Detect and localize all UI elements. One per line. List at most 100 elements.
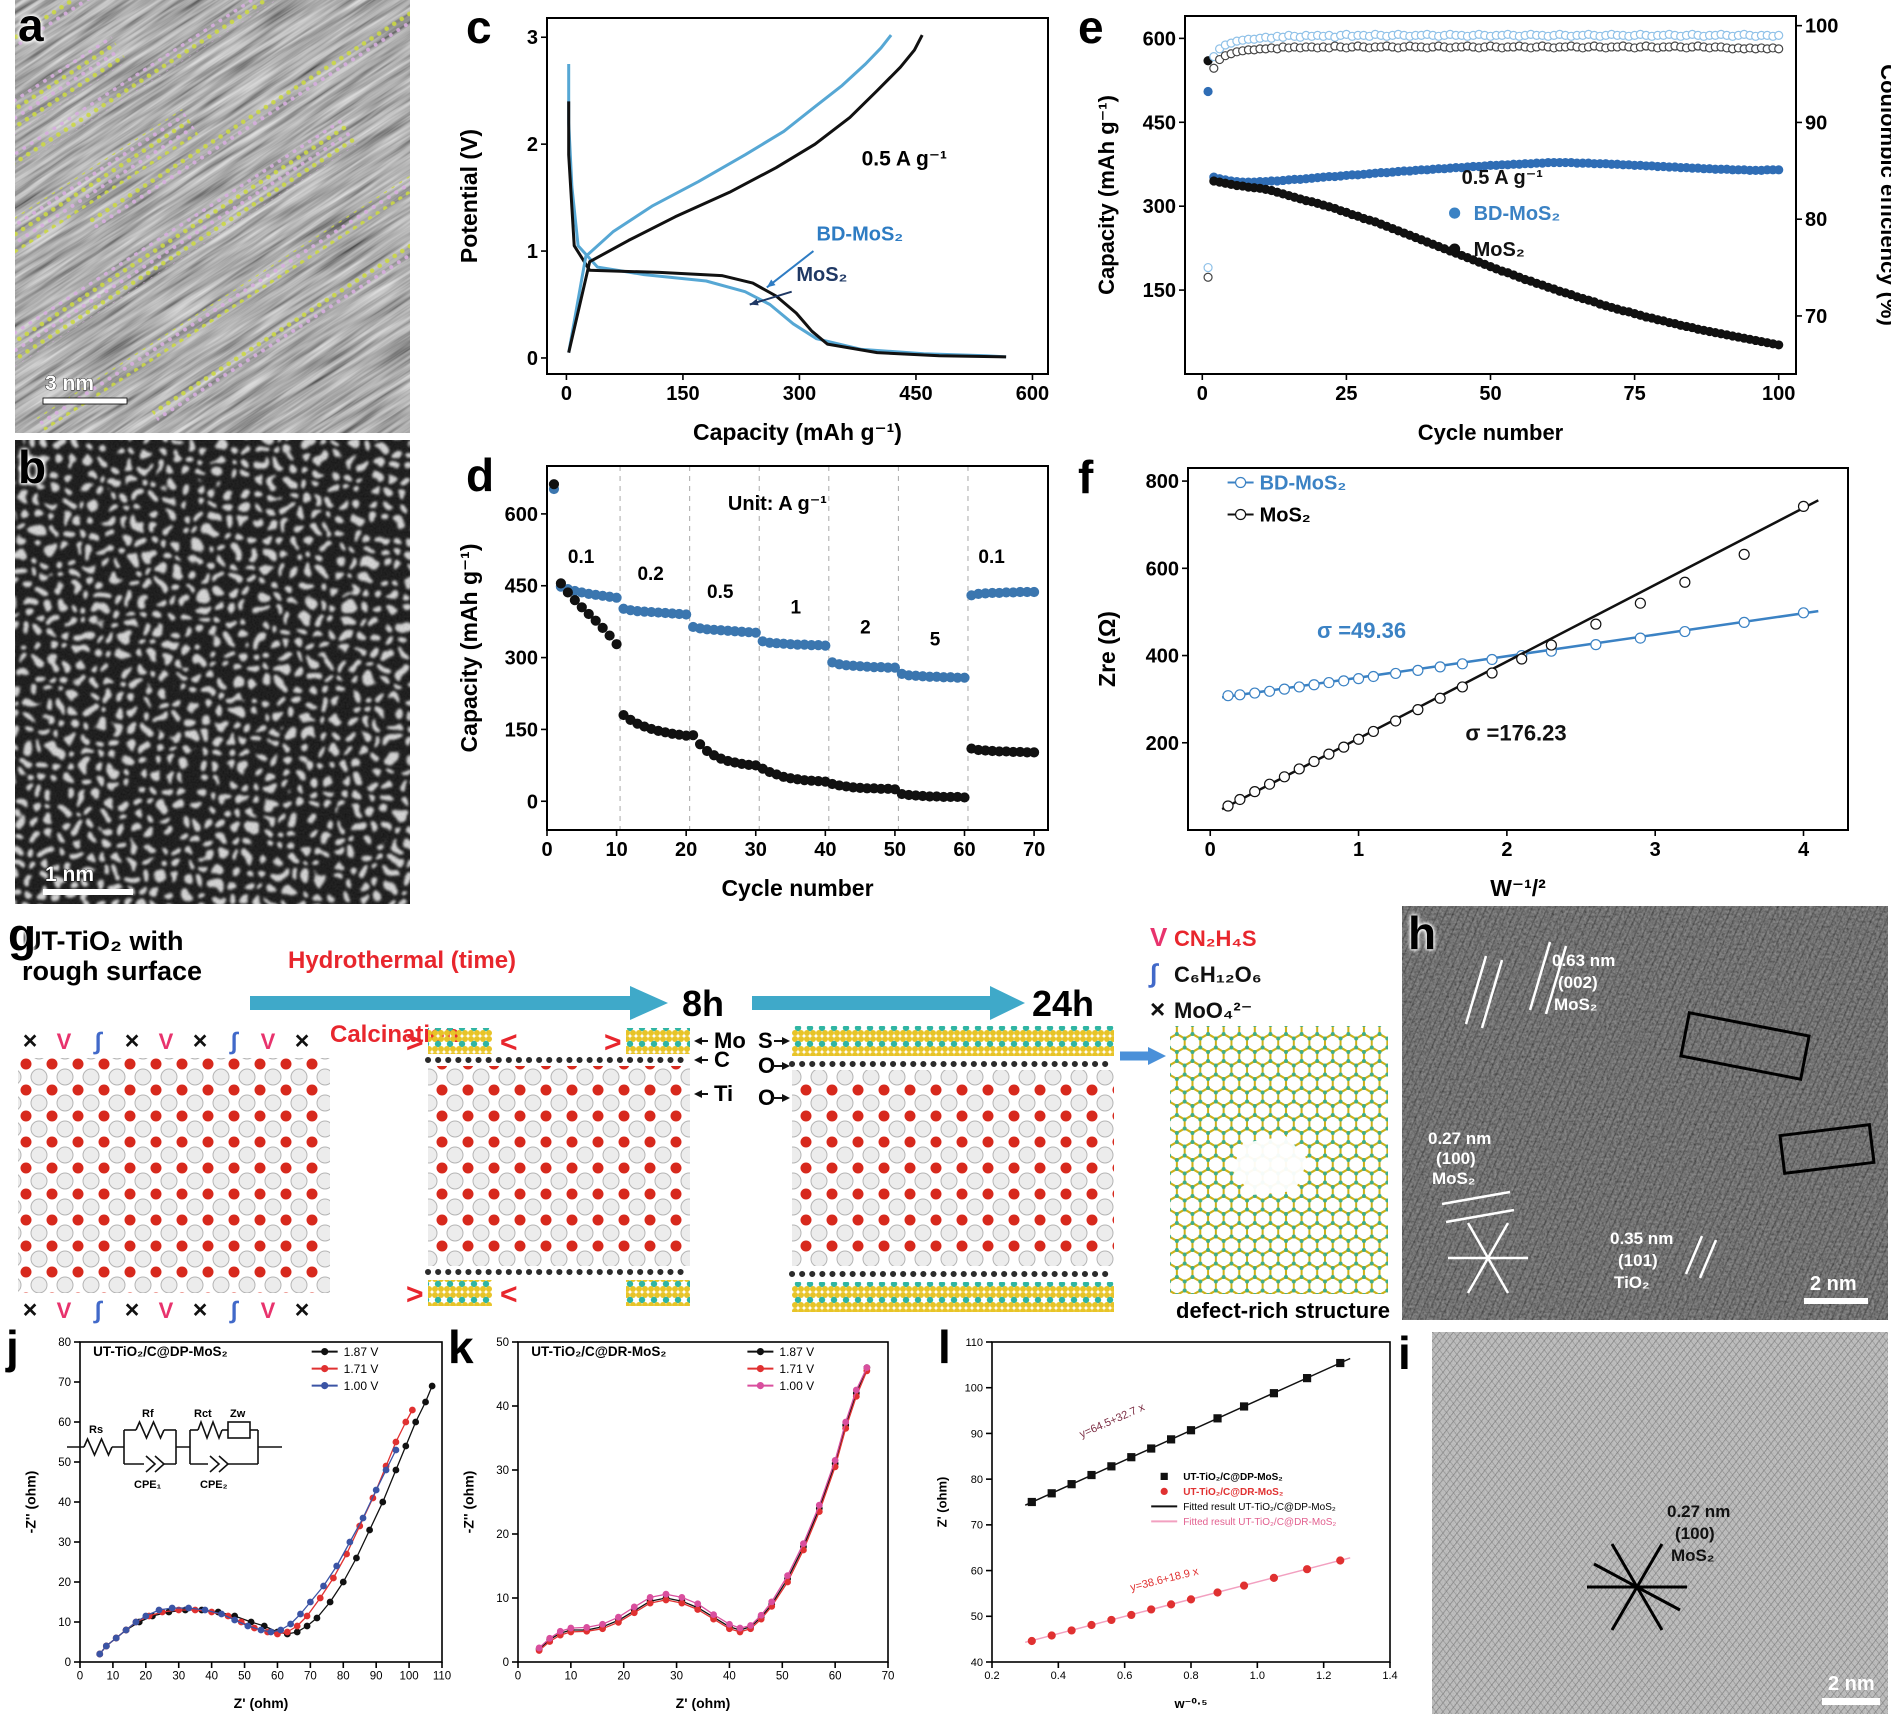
tio2-slab-1 xyxy=(18,1058,330,1293)
svg-text:40: 40 xyxy=(205,1671,218,1683)
panel-k-chart: 0 10 20 30 40 50 60 70 0 10 20 30 40 50 Z' (ohm) -Z'' (… xyxy=(460,1330,902,1716)
svg-text:90: 90 xyxy=(1805,112,1827,134)
svg-text:0: 0 xyxy=(515,1671,521,1683)
chart-svg: 0 10 20 30 40 50 60 70 80 90 100 110 0 10 20 30 40 50 60 70… xyxy=(22,1337,451,1711)
svg-text:60: 60 xyxy=(271,1671,284,1683)
svg-text:70: 70 xyxy=(1805,306,1827,328)
svg-text:×: × xyxy=(23,1027,38,1055)
panel-d-chart: 0 10 20 30 40 50 60 70 0 150 300 450 600 Cycle number… xyxy=(455,452,1070,904)
svg-text:60: 60 xyxy=(971,1565,983,1577)
svg-text:60: 60 xyxy=(953,839,975,861)
svg-text:Capacity (mAh g⁻¹): Capacity (mAh g⁻¹) xyxy=(1094,95,1119,295)
second-step-arrow-icon xyxy=(752,986,1025,1020)
svg-text:10: 10 xyxy=(58,1617,71,1629)
panel-label-l: l xyxy=(938,1321,951,1373)
mos2-patch xyxy=(626,1280,690,1306)
circuit-rs-label: Rs xyxy=(89,1424,103,1436)
circuit-rf-label: Rf xyxy=(142,1408,154,1420)
svg-text:0: 0 xyxy=(1197,383,1208,405)
svg-text:110: 110 xyxy=(433,1671,451,1683)
mo-arrow-icon xyxy=(694,1037,708,1045)
adsorbate-row-top: × V ∫ × V × ∫ V × xyxy=(23,1027,310,1055)
svg-text:20: 20 xyxy=(139,1671,152,1683)
svg-text:80: 80 xyxy=(1805,209,1827,231)
svg-text:∫: ∫ xyxy=(229,1297,240,1324)
svg-text:×: × xyxy=(125,1296,140,1324)
svg-text:10: 10 xyxy=(107,1671,120,1683)
svg-text:450: 450 xyxy=(899,383,932,405)
ti-label: Ti xyxy=(714,1081,733,1106)
s-label: S xyxy=(758,1028,773,1053)
svg-text:Coulombic efficiency (%): Coulombic efficiency (%) xyxy=(1876,64,1891,326)
chart-svg: 0 25 50 75 100 150 300 450 600 70 80 90 100 Cycle num… xyxy=(1094,15,1891,445)
svg-text:0.2: 0.2 xyxy=(637,564,663,585)
panel-label-h: h xyxy=(1408,907,1437,959)
svg-text:Unit: A g⁻¹: Unit: A g⁻¹ xyxy=(728,493,827,515)
glucose-icon: ∫ xyxy=(1148,958,1159,988)
svg-text:-Z'' (ohm): -Z'' (ohm) xyxy=(22,1471,38,1534)
svg-text:50: 50 xyxy=(776,1671,789,1683)
svg-text:40: 40 xyxy=(723,1671,736,1683)
c-label: C xyxy=(714,1047,730,1072)
tem-a-svg: 3 nm xyxy=(15,0,410,433)
svg-text:∫: ∫ xyxy=(93,1297,104,1324)
svg-text:×: × xyxy=(295,1027,310,1055)
svg-text:W⁻¹/²: W⁻¹/² xyxy=(1490,875,1546,901)
svg-text:70: 70 xyxy=(58,1377,71,1389)
panel-a-tem-image: 3 nm xyxy=(15,0,410,433)
svg-text:60: 60 xyxy=(58,1417,71,1429)
c-arrow-icon xyxy=(694,1056,708,1064)
svg-text:70: 70 xyxy=(971,1520,983,1532)
adsorbate-row-bottom: × V ∫ × V × ∫ V × xyxy=(23,1296,310,1324)
svg-text:90: 90 xyxy=(971,1428,983,1440)
glucose-label: C₆H₁₂O₆ xyxy=(1174,962,1262,987)
scale-bar xyxy=(42,397,128,405)
svg-text:20: 20 xyxy=(675,839,697,861)
scale-bar-label: 2 nm xyxy=(1810,1273,1857,1295)
svg-text:∫: ∫ xyxy=(93,1028,104,1055)
svg-text:20: 20 xyxy=(496,1529,509,1541)
svg-text:MoS₂: MoS₂ xyxy=(796,264,847,286)
o-label: O xyxy=(758,1085,775,1110)
red-lt-mark: < xyxy=(500,1278,518,1311)
plane-label: (101) xyxy=(1618,1251,1658,1270)
svg-text:×: × xyxy=(193,1027,208,1055)
svg-text:70: 70 xyxy=(1023,839,1045,861)
svg-text:V: V xyxy=(261,1029,276,1054)
svg-text:2: 2 xyxy=(1501,839,1512,861)
svg-text:∫: ∫ xyxy=(229,1028,240,1055)
svg-text:V: V xyxy=(261,1298,276,1323)
circuit-cpe2-label: CPE₂ xyxy=(200,1479,228,1491)
circuit-rct-label: Rct xyxy=(194,1408,212,1420)
svg-text:30: 30 xyxy=(670,1671,683,1683)
svg-text:1.00 V: 1.00 V xyxy=(779,1379,814,1393)
svg-text:3: 3 xyxy=(1650,839,1661,861)
svg-text:1.0: 1.0 xyxy=(1250,1670,1265,1682)
svg-text:10: 10 xyxy=(496,1593,509,1605)
panel-b-tem-image: 1 nm xyxy=(15,440,410,904)
svg-text:2: 2 xyxy=(527,134,538,156)
circuit-svg: Rs Rf Rct Zw CPE₁ CPE₂ xyxy=(67,1408,282,1491)
svg-text:300: 300 xyxy=(1143,196,1176,218)
svg-text:400: 400 xyxy=(1146,646,1179,668)
svg-text:50: 50 xyxy=(1479,383,1501,405)
hydrothermal-arrow-icon xyxy=(250,986,668,1020)
red-gt-mark: > xyxy=(406,1278,424,1311)
plane-label: (100) xyxy=(1675,1524,1715,1543)
svg-text:10: 10 xyxy=(605,839,627,861)
scale-bar xyxy=(1822,1698,1880,1705)
svg-text:1: 1 xyxy=(527,241,538,263)
scale-bar xyxy=(1804,1298,1868,1304)
lattice-fringe-markers xyxy=(1441,941,1718,1279)
svg-text:4: 4 xyxy=(1798,839,1810,861)
scale-bar-label: 2 nm xyxy=(1828,1673,1875,1695)
svg-text:Capacity (mAh g⁻¹): Capacity (mAh g⁻¹) xyxy=(693,419,902,445)
d-spacing-label: 0.27 nm xyxy=(1428,1129,1491,1148)
d-spacing-label: 0.27 nm xyxy=(1667,1502,1730,1521)
thiourea-icon: V xyxy=(1150,922,1168,952)
molybdate-label: MoO₄²⁻ xyxy=(1174,998,1252,1023)
phase-label: MoS₂ xyxy=(1671,1546,1714,1565)
d-spacing-label: 0.63 nm xyxy=(1552,951,1615,970)
svg-text:30: 30 xyxy=(58,1537,71,1549)
panel-label-k: k xyxy=(448,1321,474,1373)
